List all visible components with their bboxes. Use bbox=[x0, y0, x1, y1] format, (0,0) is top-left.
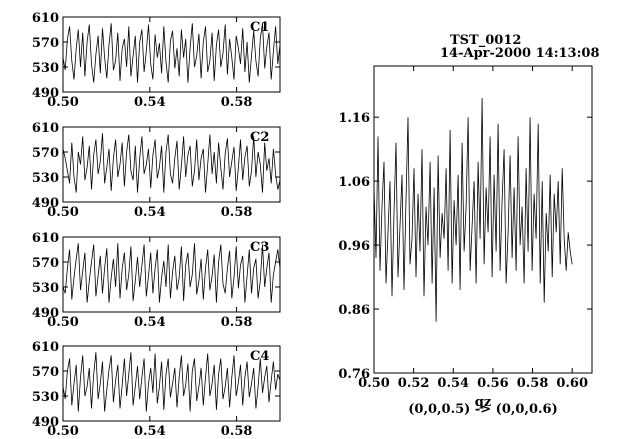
chart-panels: 0.50 0.54 0.58 490 530 570 610 C1 0.50 0.54 0.58 49… bbox=[32, 11, 593, 439]
x-tick-label: 0.50 bbox=[358, 376, 390, 391]
plot-frame bbox=[62, 16, 281, 93]
figure-timestamp: 14-Apr-2000 14:13:08 bbox=[440, 46, 600, 61]
y-tick-label: 530 bbox=[32, 171, 59, 186]
panel-label: C4 bbox=[250, 349, 269, 364]
x-tick-label: 0.56 bbox=[477, 376, 509, 391]
x-tick-label: 0.50 bbox=[47, 205, 79, 220]
x-tick-label: 0.54 bbox=[134, 205, 166, 220]
plot-frame bbox=[62, 236, 281, 313]
y-tick-label: 1.06 bbox=[338, 175, 370, 190]
y-tick-label: 530 bbox=[32, 390, 59, 405]
series-line-c4 bbox=[62, 352, 281, 412]
y-tick-label: 490 bbox=[32, 306, 59, 321]
y-tick-label: 490 bbox=[32, 86, 59, 101]
y-tick-label: 570 bbox=[32, 146, 59, 161]
series-line-c2 bbox=[62, 133, 281, 193]
x-tick-label: 0.52 bbox=[398, 376, 430, 391]
chart-c1: 0.50 0.54 0.58 490 530 570 610 C1 bbox=[32, 11, 281, 110]
y-tick-label: 570 bbox=[32, 36, 59, 51]
x-axis-label: qz bbox=[475, 395, 491, 410]
y-tick-label: 530 bbox=[32, 281, 59, 296]
x-tick-label: 0.60 bbox=[556, 376, 588, 391]
y-tick-label: 530 bbox=[32, 61, 59, 76]
y-tick-label: 1.16 bbox=[338, 111, 370, 126]
chart-c2: 0.50 0.54 0.58 490 530 570 610 C2 bbox=[32, 121, 281, 220]
y-tick-label: 610 bbox=[32, 340, 59, 355]
y-tick-label: 490 bbox=[32, 196, 59, 211]
x-axis-path-label: (0,0,0.5) -> (0,0,0.6) bbox=[408, 402, 557, 417]
figure-title: TST_0012 bbox=[450, 33, 521, 48]
x-tick-label: 0.58 bbox=[221, 424, 253, 439]
chart-c4: 0.50 0.54 0.58 490 530 570 610 C4 bbox=[32, 340, 281, 439]
y-tick-label: 0.96 bbox=[338, 239, 370, 254]
x-tick-label: 0.50 bbox=[47, 315, 79, 330]
x-tick-label: 0.54 bbox=[437, 376, 469, 391]
chart-c3: 0.50 0.54 0.58 490 530 570 610 C3 bbox=[32, 231, 281, 330]
y-tick-label: 610 bbox=[32, 231, 59, 246]
x-tick-label: 0.50 bbox=[47, 95, 79, 110]
x-tick-label: 0.58 bbox=[221, 95, 253, 110]
y-tick-label: 490 bbox=[32, 415, 59, 430]
series-line-c3 bbox=[62, 243, 281, 303]
panel-label: C3 bbox=[250, 240, 269, 255]
x-tick-label: 0.54 bbox=[134, 315, 166, 330]
y-tick-label: 0.86 bbox=[338, 303, 370, 318]
x-tick-label: 0.58 bbox=[221, 315, 253, 330]
series-line-c1 bbox=[62, 23, 281, 83]
x-tick-label: 0.58 bbox=[221, 205, 253, 220]
panel-label: C2 bbox=[250, 130, 269, 145]
plot-frame bbox=[62, 126, 281, 203]
plot-frame bbox=[373, 65, 593, 374]
y-tick-label: 610 bbox=[32, 121, 59, 136]
chart-main: 0.50 0.52 0.54 0.56 0.58 0.60 0.76 0.86 0.96 1.06… bbox=[338, 65, 593, 417]
x-tick-label: 0.54 bbox=[134, 95, 166, 110]
x-tick-label: 0.58 bbox=[517, 376, 549, 391]
x-tick-label: 0.50 bbox=[47, 424, 79, 439]
y-tick-label: 610 bbox=[32, 11, 59, 26]
series-line-main bbox=[373, 97, 573, 322]
y-tick-label: 0.76 bbox=[338, 367, 370, 382]
y-tick-label: 570 bbox=[32, 256, 59, 271]
y-tick-label: 570 bbox=[32, 365, 59, 380]
plot-frame bbox=[62, 345, 281, 422]
panel-label: C1 bbox=[250, 20, 269, 35]
x-tick-label: 0.54 bbox=[134, 424, 166, 439]
